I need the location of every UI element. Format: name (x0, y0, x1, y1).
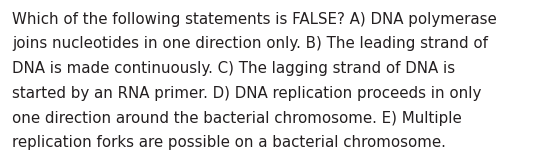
Text: joins nucleotides in one direction only. B) The leading strand of: joins nucleotides in one direction only.… (12, 36, 488, 51)
Text: Which of the following statements is FALSE? A) DNA polymerase: Which of the following statements is FAL… (12, 12, 497, 27)
Text: replication forks are possible on a bacterial chromosome.: replication forks are possible on a bact… (12, 135, 446, 150)
Text: one direction around the bacterial chromosome. E) Multiple: one direction around the bacterial chrom… (12, 111, 462, 126)
Text: DNA is made continuously. C) The lagging strand of DNA is: DNA is made continuously. C) The lagging… (12, 61, 455, 76)
Text: started by an RNA primer. D) DNA replication proceeds in only: started by an RNA primer. D) DNA replica… (12, 86, 482, 101)
